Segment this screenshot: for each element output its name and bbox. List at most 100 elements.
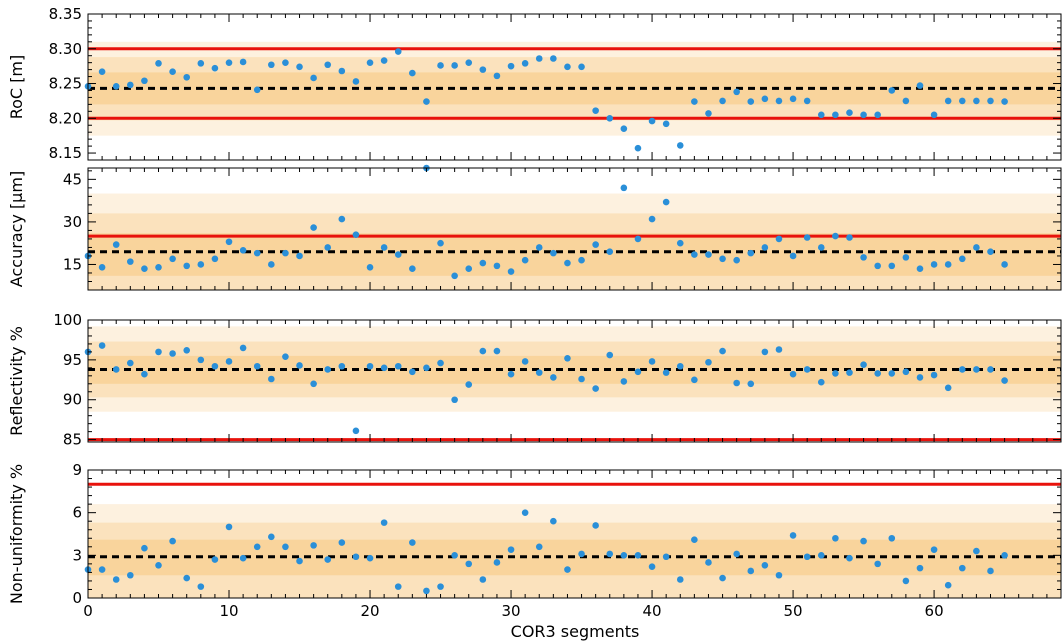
data-point: [197, 583, 205, 590]
data-point: [832, 534, 839, 542]
data-point: [112, 576, 120, 583]
y-axis-label: Non-uniformity %: [7, 464, 26, 604]
y-axis-label: RoC [m]: [7, 55, 26, 120]
data-point: [451, 272, 458, 280]
data-point: [324, 61, 332, 69]
data-point: [141, 265, 148, 273]
data-point: [338, 215, 346, 223]
data-point: [211, 362, 219, 370]
data-point: [705, 358, 712, 366]
data-point: [775, 346, 783, 353]
data-point: [944, 97, 952, 105]
data-point: [282, 353, 289, 360]
data-point: [225, 238, 233, 246]
data-point: [211, 255, 219, 263]
data-point: [620, 552, 628, 559]
data-point: [648, 215, 656, 223]
data-point: [874, 560, 881, 568]
data-point: [860, 254, 867, 261]
data-point: [112, 366, 120, 373]
accuracy-panel: 15 30 45 Accuracy [μm]: [7, 164, 1062, 291]
data-point: [733, 550, 740, 558]
data-point: [958, 366, 966, 373]
data-point: [958, 97, 966, 105]
data-point: [423, 98, 430, 105]
data-point: [944, 384, 952, 392]
data-point: [634, 368, 642, 376]
data-point: [888, 262, 896, 270]
data-point: [1001, 98, 1008, 105]
data-point: [127, 258, 134, 265]
data-point: [676, 362, 684, 370]
data-point: [183, 262, 191, 270]
data-point: [846, 554, 853, 562]
data-point: [366, 59, 374, 66]
data-point: [973, 366, 980, 373]
data-point: [930, 371, 938, 379]
data-point: [521, 256, 529, 264]
data-point: [958, 564, 966, 572]
data-point: [521, 358, 529, 365]
data-point: [606, 351, 614, 359]
data-point: [155, 264, 162, 271]
x-tick-label: 0: [83, 602, 93, 620]
data-point: [239, 344, 247, 352]
data-point: [775, 235, 783, 243]
data-point: [676, 142, 684, 149]
x-tick-label: 20: [360, 602, 379, 620]
data-point: [437, 239, 444, 247]
data-point: [437, 583, 444, 590]
data-point: [380, 364, 388, 372]
data-point: [846, 109, 853, 117]
data-point: [564, 354, 571, 362]
data-point: [620, 125, 628, 133]
data-point: [719, 574, 726, 582]
data-point: [930, 111, 938, 119]
data-point: [423, 364, 430, 372]
data-point: [409, 368, 416, 376]
data-point: [239, 246, 247, 254]
data-point: [775, 97, 783, 105]
data-point: [183, 73, 191, 81]
data-point: [803, 366, 811, 373]
data-point: [620, 184, 628, 192]
data-point: [592, 107, 599, 114]
data-point: [169, 255, 176, 263]
data-point: [296, 63, 303, 71]
data-point: [987, 567, 994, 575]
data-point: [98, 264, 106, 271]
data-point: [1001, 377, 1008, 384]
y-tick-label: 8.20: [49, 109, 82, 127]
data-point: [465, 59, 473, 66]
data-point: [874, 370, 881, 377]
data-point: [394, 48, 402, 55]
y-tick-label: 95: [63, 351, 82, 369]
data-point: [127, 571, 134, 579]
data-point: [98, 566, 106, 573]
data-point: [155, 561, 162, 569]
data-point: [916, 265, 924, 273]
data-point: [366, 554, 374, 562]
data-point: [338, 362, 346, 370]
band-inner: [88, 233, 1061, 276]
data-point: [169, 68, 176, 76]
data-point: [846, 369, 853, 376]
data-point: [479, 66, 487, 73]
y-tick-label: 3: [72, 546, 82, 564]
data-point: [747, 380, 755, 388]
y-tick-label: 45: [63, 170, 82, 188]
y-tick-label: 8.25: [49, 75, 82, 93]
data-point: [620, 378, 628, 385]
plot-frame: [87, 319, 1062, 443]
data-point: [761, 348, 769, 356]
x-tick-label: 40: [643, 602, 662, 620]
data-point: [268, 533, 275, 541]
data-point: [112, 241, 120, 248]
data-point: [112, 83, 120, 90]
data-point: [761, 244, 769, 251]
data-point: [183, 574, 191, 582]
data-point: [564, 259, 571, 267]
data-point: [507, 546, 515, 553]
x-tick-label: 50: [784, 602, 803, 620]
data-point: [366, 264, 374, 271]
